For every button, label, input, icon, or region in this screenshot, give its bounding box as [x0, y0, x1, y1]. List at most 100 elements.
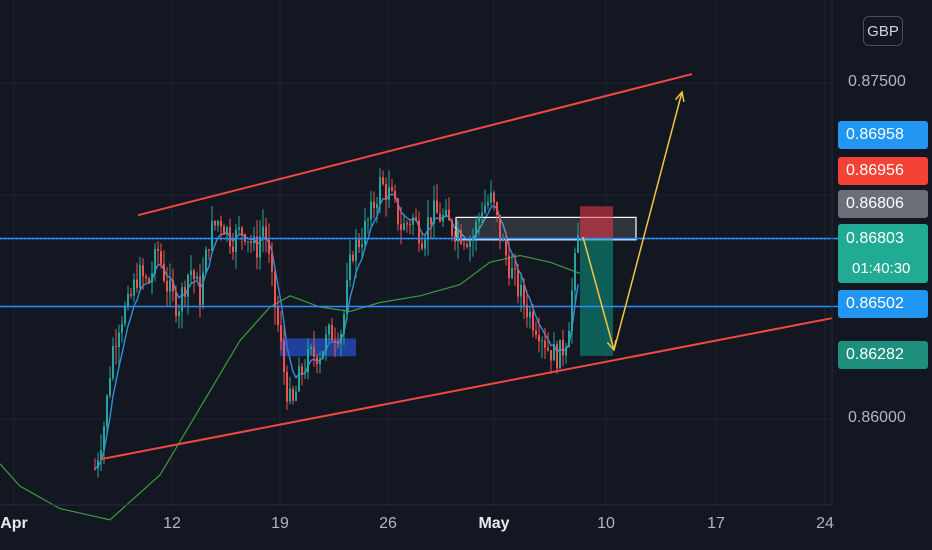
candle-body [169, 280, 171, 292]
candle [430, 217, 432, 240]
time-tick-label: 17 [707, 515, 725, 532]
candle [328, 323, 330, 342]
candle-body [220, 220, 222, 227]
resistance-price-badge: 0.86806 [838, 190, 928, 218]
candle [208, 248, 210, 261]
candle-body [124, 306, 126, 324]
candle-body [94, 468, 96, 470]
candle [385, 177, 387, 217]
candle-body [553, 344, 555, 361]
candle-body [520, 284, 522, 297]
candle-body [184, 287, 186, 297]
take-profit-zone [580, 239, 613, 356]
candle-body [115, 345, 117, 348]
candle-body [154, 248, 156, 274]
time-tick-label: 12 [163, 515, 181, 532]
candle-body [196, 276, 198, 280]
candle [184, 280, 186, 308]
candle [382, 170, 384, 186]
candle-body [313, 346, 315, 357]
candle [394, 184, 396, 204]
candle [103, 421, 105, 465]
candle-body [250, 241, 252, 244]
candle-body [214, 221, 216, 226]
candle-body [571, 290, 573, 332]
candle [283, 325, 285, 385]
candle-body [223, 226, 225, 235]
candle [220, 215, 222, 241]
candle-body [505, 239, 507, 256]
candle [268, 223, 270, 264]
candle [424, 234, 426, 257]
candle [514, 253, 516, 286]
candle-body [373, 201, 375, 209]
candle-body [412, 217, 414, 225]
candle [436, 184, 438, 214]
candle-body [160, 251, 162, 264]
candle-body [493, 192, 495, 203]
candle [334, 327, 336, 358]
candle [370, 190, 372, 226]
candle [136, 262, 138, 293]
candle-body [133, 279, 135, 296]
candle [106, 394, 108, 436]
candle-body [394, 190, 396, 199]
candle-body [574, 252, 576, 291]
candle-body [439, 213, 441, 222]
candle [361, 227, 363, 259]
candle [151, 261, 153, 295]
candle-body [550, 350, 552, 361]
candle [235, 223, 237, 269]
candle [238, 215, 240, 235]
candle [181, 282, 183, 329]
candle [121, 316, 123, 343]
candle-body [346, 279, 348, 314]
candle-body [106, 395, 108, 427]
candle [448, 197, 450, 221]
candle-body [427, 217, 429, 240]
candle-body [193, 270, 195, 280]
candle [406, 220, 408, 233]
candle-body [376, 203, 378, 209]
candle [355, 228, 357, 279]
candle-body [436, 200, 438, 214]
candle [379, 167, 381, 214]
candle [310, 343, 312, 356]
candle-body [334, 340, 336, 343]
candle-body [253, 236, 255, 244]
candle-body [127, 293, 129, 307]
candle [196, 271, 198, 280]
candle-body [130, 293, 132, 296]
candle [160, 243, 162, 269]
candle-body [541, 340, 543, 342]
candle [526, 290, 528, 328]
candle [256, 220, 258, 270]
candle-body [178, 311, 180, 317]
currency-button[interactable]: GBP [863, 16, 903, 46]
candle [118, 324, 120, 365]
candle [367, 217, 369, 234]
candle [523, 278, 525, 319]
candle-body [172, 280, 174, 292]
candle-body [400, 224, 402, 230]
candle-body [379, 177, 381, 204]
candle [187, 273, 189, 315]
candle [535, 321, 537, 340]
candle-body [136, 279, 138, 289]
candle [493, 190, 495, 211]
candle-body [217, 220, 219, 226]
candle [190, 255, 192, 286]
candle-body [325, 334, 327, 351]
candle-body [562, 339, 564, 356]
candle-body [247, 241, 249, 243]
candle-body [256, 236, 258, 258]
candle-body [343, 313, 345, 334]
candle-body [391, 187, 393, 191]
candle-body [229, 227, 231, 247]
bid-price-badge: 0.86956 [838, 157, 928, 185]
candle [556, 340, 558, 374]
candle [469, 235, 471, 262]
candle-body [298, 366, 300, 392]
candle [217, 219, 219, 232]
